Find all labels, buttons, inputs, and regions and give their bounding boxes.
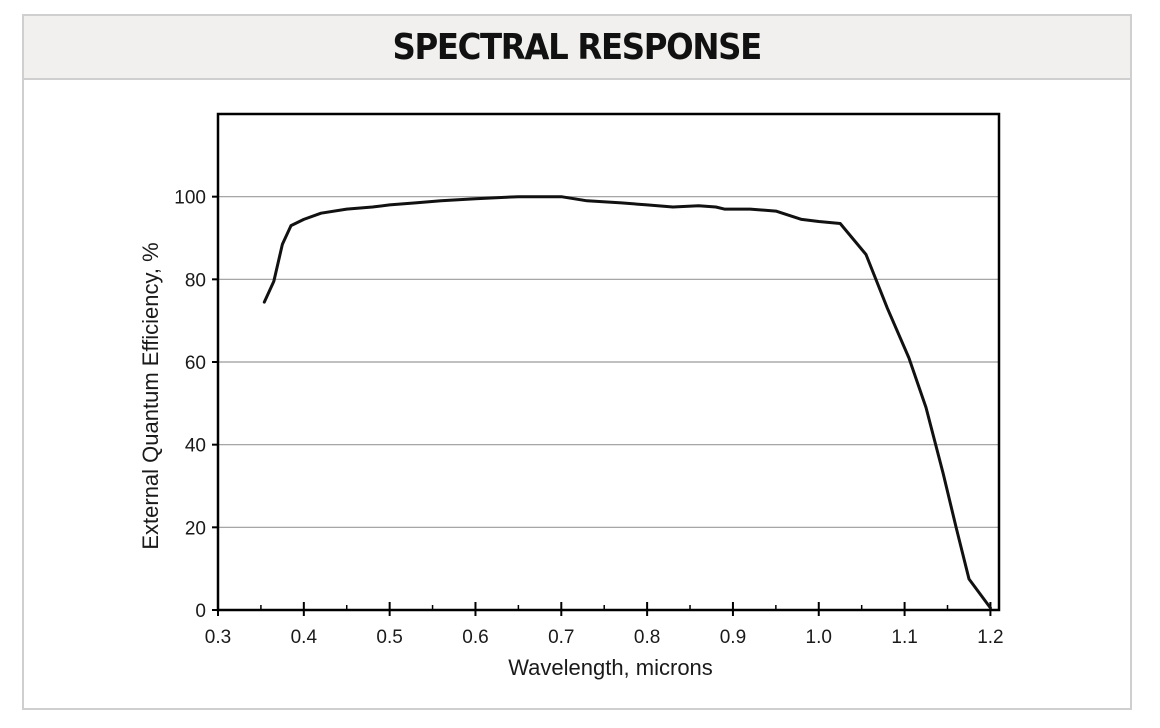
x-tick-label: 0.8 — [634, 627, 660, 648]
y-tick-label: 40 — [185, 436, 206, 457]
x-tick-label: 1.0 — [806, 627, 832, 648]
tick-marks — [212, 195, 992, 616]
y-tick-label: 0 — [195, 601, 206, 622]
tick-labels: 0 20 40 60 80 100 0.3 0.4 0.5 0.6 0.7 0.8 0.9 1.0 1.1 1… — [174, 188, 1003, 648]
x-tick-label: 0.5 — [376, 627, 402, 648]
x-tick-label: 1.1 — [891, 627, 917, 648]
x-tick-label: 0.3 — [205, 627, 231, 648]
x-tick-label: 0.4 — [291, 627, 318, 648]
y-tick-label: 100 — [174, 188, 206, 209]
x-axis-label: Wavelength, microns — [508, 655, 713, 680]
x-tick-label: 0.6 — [462, 627, 488, 648]
grid-lines — [218, 196, 999, 528]
x-tick-label: 1.2 — [977, 627, 1003, 648]
y-tick-label: 20 — [185, 518, 206, 539]
x-tick-label: 0.9 — [720, 627, 746, 648]
chart-title: SPECTRAL RESPONSE — [392, 26, 763, 68]
panel-header: SPECTRAL RESPONSE — [24, 16, 1130, 80]
y-tick-label: 80 — [185, 270, 206, 291]
y-tick-label: 60 — [185, 353, 206, 374]
series-line — [262, 195, 992, 610]
y-axis-label: External Quantum Efficiency, % — [138, 242, 163, 549]
x-tick-label: 0.7 — [548, 627, 574, 648]
